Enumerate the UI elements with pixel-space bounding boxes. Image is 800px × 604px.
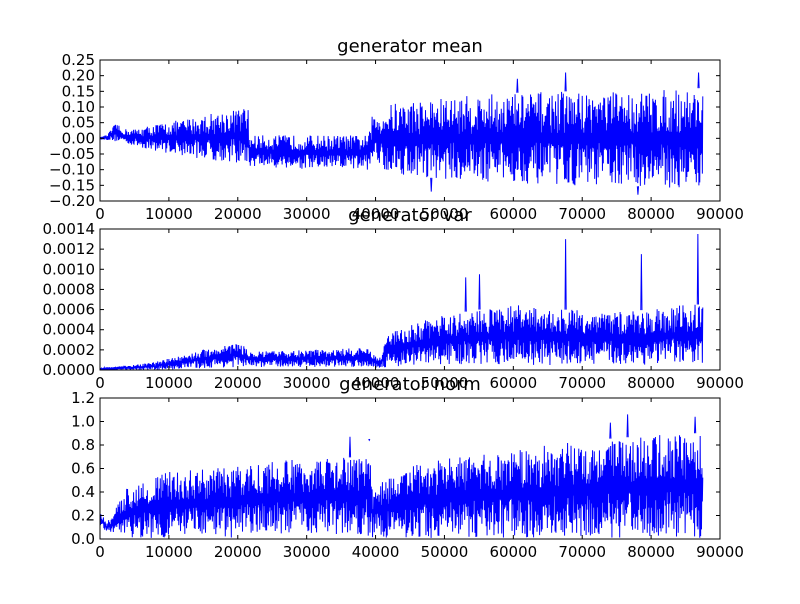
y-tick-label: −0.10 xyxy=(49,161,95,179)
y-tick-label: 0.0008 xyxy=(43,280,96,298)
y-tick-label: 0.0004 xyxy=(43,321,96,339)
y-tick-label: 0.6 xyxy=(71,460,95,478)
x-tick-label: 60000 xyxy=(489,543,537,561)
x-tick-label: 0 xyxy=(95,543,105,561)
axes-frame xyxy=(99,59,721,202)
x-tick-label: 10000 xyxy=(145,205,193,223)
x-tick-label: 20000 xyxy=(214,543,262,561)
series-line xyxy=(100,414,704,538)
y-tick-label: 0.2 xyxy=(71,507,95,525)
y-tick-label: 1.2 xyxy=(71,389,95,407)
y-tick-label: 0.0012 xyxy=(43,240,96,258)
x-tick-label: 40000 xyxy=(352,205,400,223)
y-tick-label: 0.8 xyxy=(71,436,95,454)
x-tick-label: 10000 xyxy=(145,543,193,561)
y-tick-label: 0.0006 xyxy=(43,301,96,319)
x-tick-label: 60000 xyxy=(489,374,537,392)
x-tick-label: 10000 xyxy=(145,374,193,392)
y-tick-label: −0.15 xyxy=(49,176,95,194)
axes-frame xyxy=(99,228,721,371)
x-tick-label: 0 xyxy=(95,205,105,223)
y-tick-label: 0.00 xyxy=(62,129,95,147)
x-tick-label: 40000 xyxy=(352,543,400,561)
y-tick-label: −0.05 xyxy=(49,145,95,163)
x-tick-label: 30000 xyxy=(283,374,331,392)
x-tick-label: 40000 xyxy=(352,374,400,392)
y-tick-label: 0.25 xyxy=(62,51,95,69)
x-tick-label: 70000 xyxy=(558,374,606,392)
series-line xyxy=(100,234,704,370)
x-tick-label: 20000 xyxy=(214,374,262,392)
y-tick-label: 0.0014 xyxy=(43,220,96,238)
x-tick-label: 0 xyxy=(95,374,105,392)
chart-panel-2: 0 10000 20000 30000 40000 50000 60000 70000 8000… xyxy=(43,205,744,392)
series-line xyxy=(100,72,704,195)
y-tick-label: 0.20 xyxy=(62,67,95,85)
x-tick-label: 90000 xyxy=(696,374,744,392)
y-tick-label: 0.0 xyxy=(71,530,95,548)
y-tick-label: 0.4 xyxy=(71,483,95,501)
x-tick-label: 70000 xyxy=(558,205,606,223)
x-tick-label: 70000 xyxy=(558,543,606,561)
x-tick-label: 30000 xyxy=(283,205,331,223)
x-tick-label: 80000 xyxy=(627,543,675,561)
y-tick-label: 0.15 xyxy=(62,82,95,100)
x-tick-label: 50000 xyxy=(421,374,469,392)
x-tick-label: 50000 xyxy=(421,205,469,223)
y-tick-label: 1.0 xyxy=(71,413,95,431)
chart-title: generator norm xyxy=(339,374,481,395)
chart-title: generator var xyxy=(348,205,472,226)
y-tick-label: 0.0010 xyxy=(43,260,96,278)
y-tick-label: 0.05 xyxy=(62,114,95,132)
y-tick-label: 0.0002 xyxy=(43,341,96,359)
y-tick-label: 0.0000 xyxy=(43,361,96,379)
x-tick-label: 80000 xyxy=(627,205,675,223)
x-tick-label: 60000 xyxy=(489,205,537,223)
x-tick-label: 20000 xyxy=(214,205,262,223)
chart-panel-3: 0 10000 20000 30000 40000 50000 60000 70000 8000… xyxy=(71,374,744,561)
x-tick-label: 80000 xyxy=(627,374,675,392)
y-tick-label: 0.10 xyxy=(62,98,95,116)
x-tick-label: 90000 xyxy=(696,543,744,561)
y-tick-label: −0.20 xyxy=(49,192,95,210)
x-tick-label: 30000 xyxy=(283,543,331,561)
chart-panel-1: 0 10000 20000 30000 40000 50000 60000 70000 8000… xyxy=(49,36,744,223)
x-tick-label: 50000 xyxy=(421,543,469,561)
chart-title: generator mean xyxy=(337,36,483,57)
x-tick-label: 90000 xyxy=(696,205,744,223)
